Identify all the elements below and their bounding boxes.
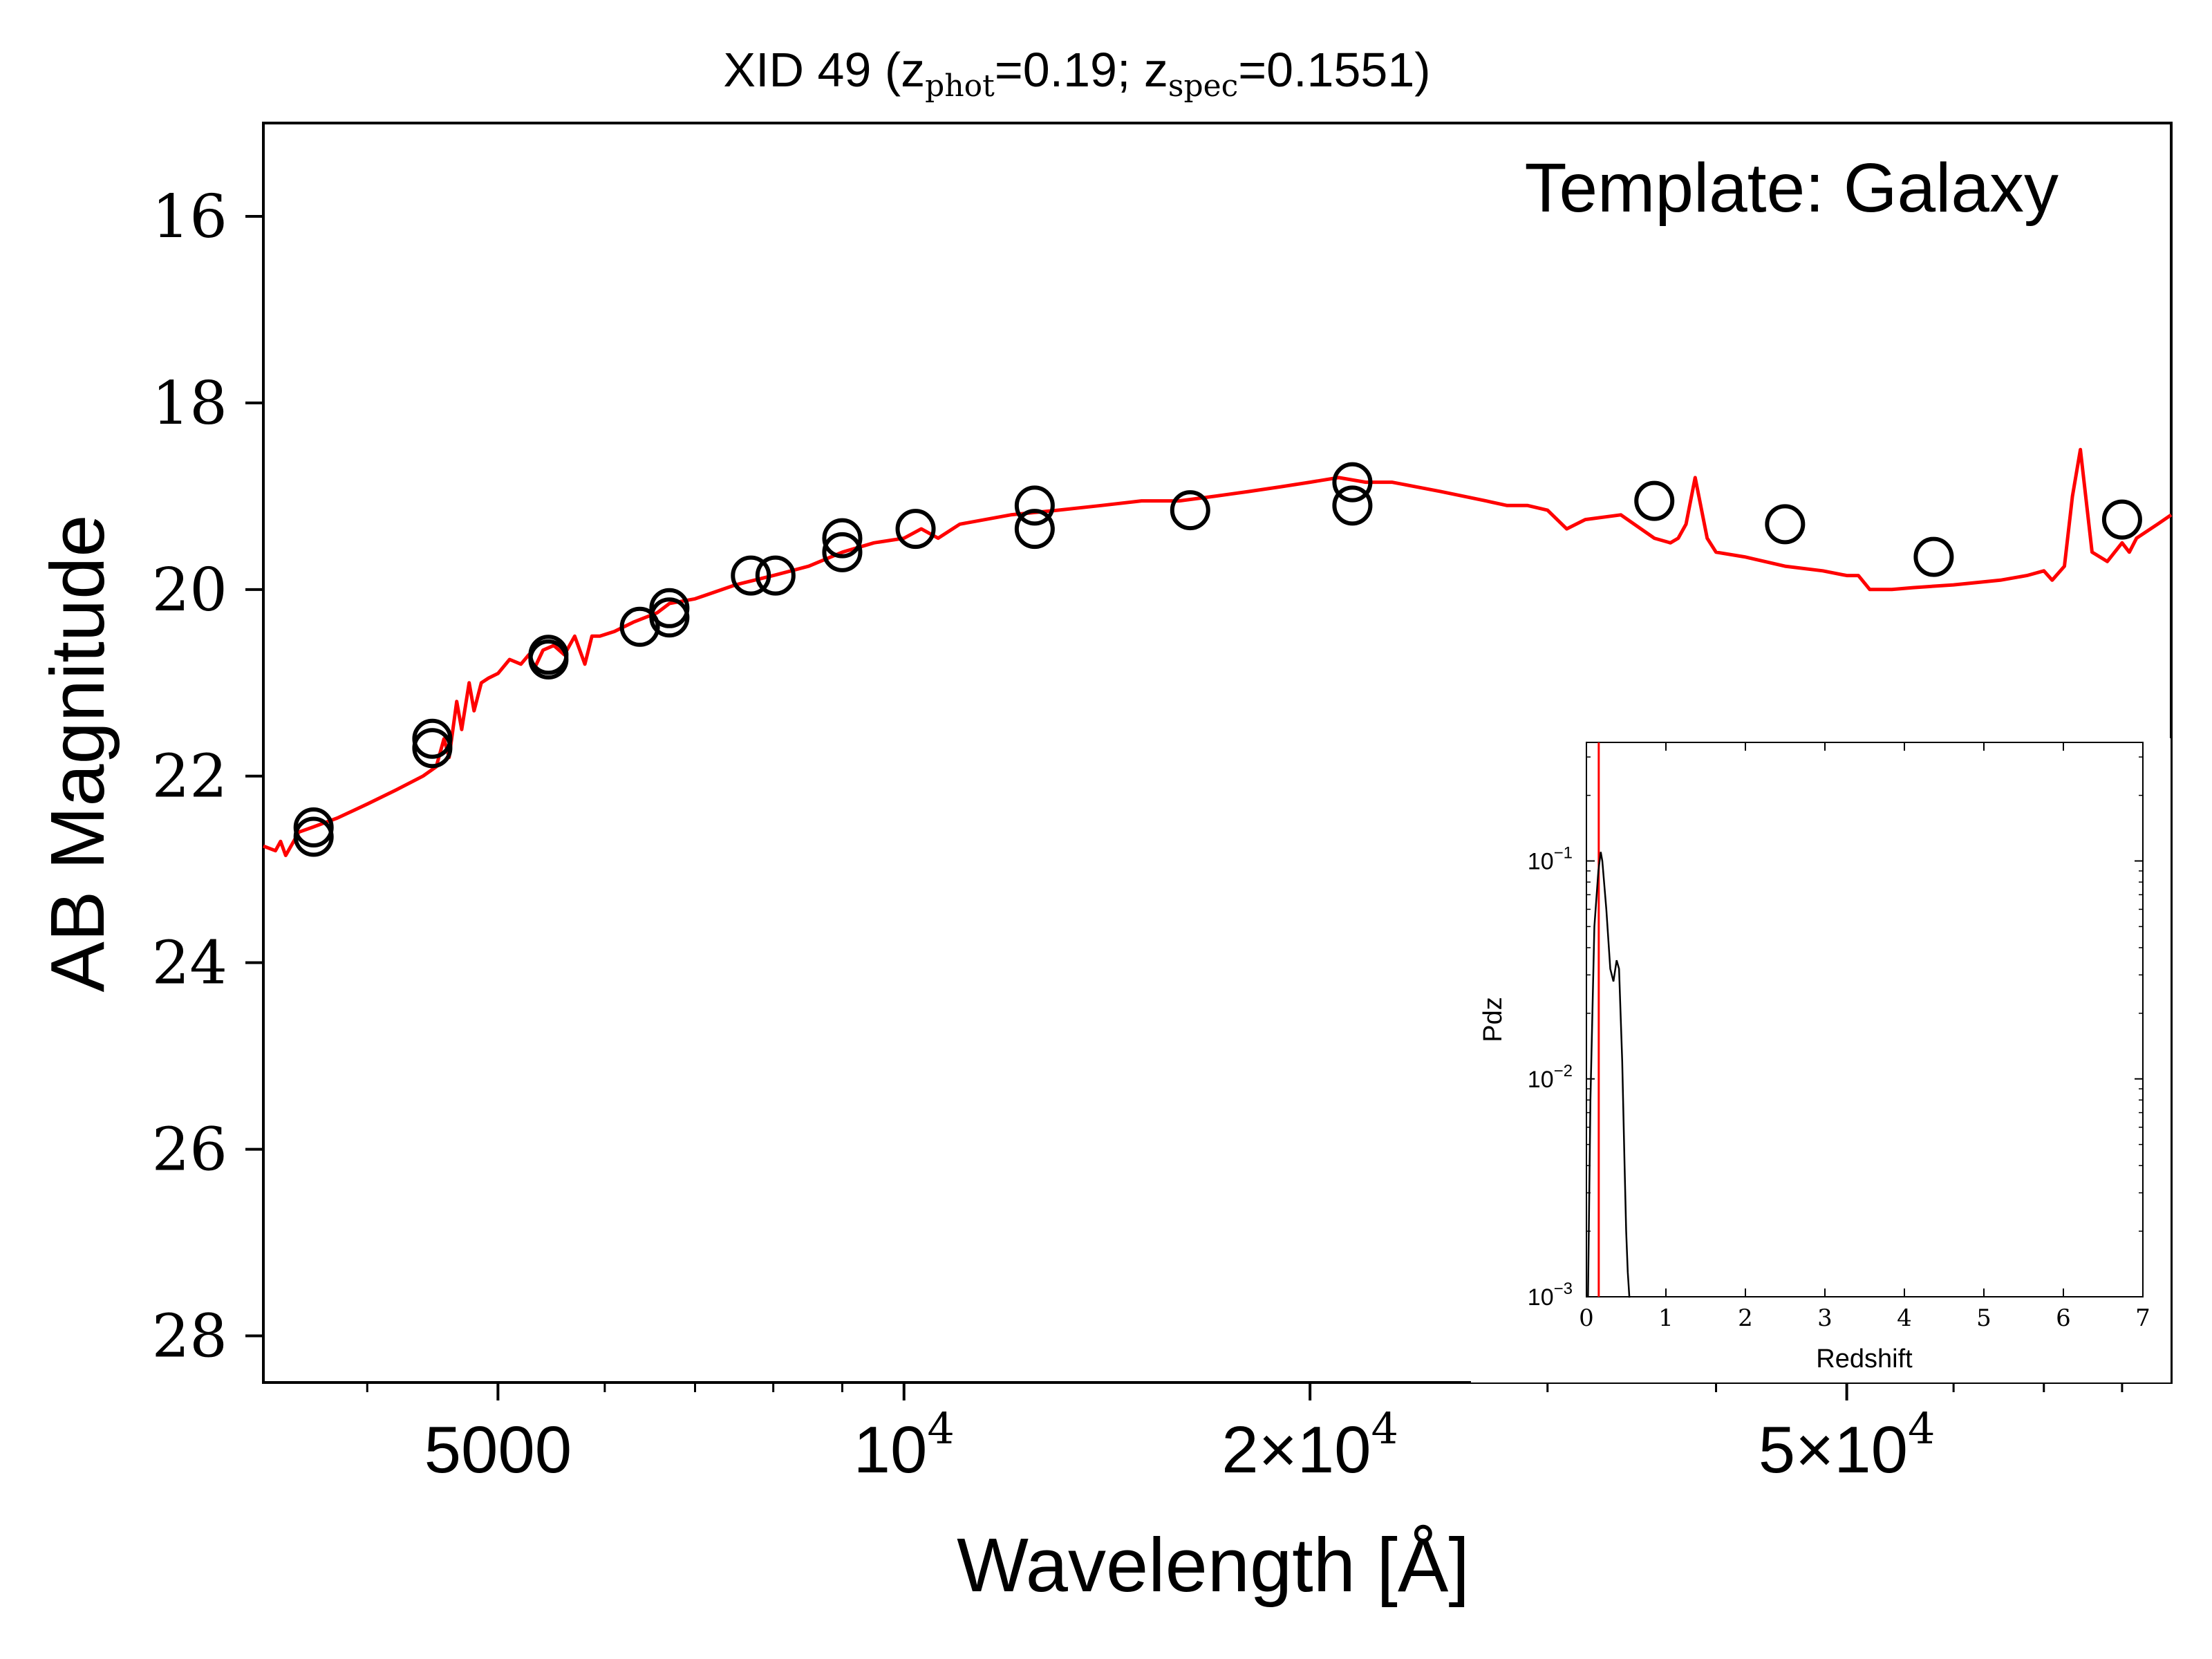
y-tick-label: 18 bbox=[152, 369, 227, 438]
chart-title: XID 49 (zphot=0.19; zspec=0.1551) bbox=[723, 43, 1430, 104]
inset-x-tick-label: 6 bbox=[2056, 1304, 2071, 1332]
inset-y-tick-label: 10−1 bbox=[1528, 844, 1573, 875]
inset-x-tick-label: 0 bbox=[1579, 1304, 1594, 1332]
y-tick-label: 24 bbox=[152, 929, 227, 998]
inset-x-tick-label: 7 bbox=[2135, 1304, 2150, 1332]
title-middle: =0.19; z bbox=[995, 43, 1168, 97]
photometry-point bbox=[2101, 499, 2142, 540]
photometry-point bbox=[293, 807, 334, 847]
x-tick-label: 2×104 bbox=[1221, 1403, 1398, 1487]
title-sub-phot: phot bbox=[925, 68, 995, 104]
y-tick-label: 22 bbox=[152, 742, 227, 812]
y-tick-label: 26 bbox=[152, 1116, 227, 1185]
photometry-point bbox=[822, 518, 863, 559]
photometry-point bbox=[731, 555, 771, 596]
photometry-point bbox=[895, 509, 936, 550]
inset-y-tick-label: 10−2 bbox=[1528, 1062, 1573, 1093]
photometry-point bbox=[1170, 490, 1210, 531]
template-spectrum bbox=[263, 447, 2173, 857]
main-plot-frame bbox=[262, 122, 2173, 1384]
title-suffix: =0.1551) bbox=[1238, 43, 1430, 97]
photometry-point bbox=[1332, 462, 1373, 503]
x-tick-label: 104 bbox=[854, 1403, 955, 1487]
template-spectrum-line bbox=[263, 447, 2173, 857]
inset-plot-frame bbox=[1586, 742, 2144, 1297]
photometry-point bbox=[619, 606, 660, 647]
inset-x-tick-label: 1 bbox=[1658, 1304, 1674, 1332]
title-prefix: XID 49 (z bbox=[723, 43, 925, 97]
photometry-point bbox=[649, 588, 690, 628]
inset-x-label: Redshift bbox=[1816, 1344, 1913, 1374]
photometry-point bbox=[528, 639, 569, 680]
inset-y-label: Pdz bbox=[1479, 997, 1508, 1042]
inset-x-tick-label: 3 bbox=[1817, 1304, 1833, 1332]
y-axis-label: AB Magnitude bbox=[35, 515, 120, 993]
x-axis-label: Wavelength [Å] bbox=[957, 1523, 1470, 1608]
inset-y-tick-label: 10−3 bbox=[1528, 1280, 1573, 1311]
title-sub-spec: spec bbox=[1168, 68, 1238, 104]
photometry-point bbox=[293, 816, 334, 857]
photometry-point bbox=[1634, 480, 1675, 521]
inset-pdz-line bbox=[1587, 852, 1631, 1298]
photometry-point bbox=[1014, 485, 1055, 526]
photometry-point bbox=[1913, 536, 1954, 577]
template-annotation: Template: Galaxy bbox=[1524, 149, 2059, 227]
inset-pdz-curve bbox=[1587, 742, 1631, 1298]
photometry-point bbox=[649, 597, 690, 638]
photometry-point bbox=[412, 718, 453, 759]
x-tick-label: 5×104 bbox=[1759, 1403, 1936, 1487]
inset-x-tick-label: 4 bbox=[1897, 1304, 1912, 1332]
inset-x-tick-label: 5 bbox=[1976, 1304, 1991, 1332]
y-tick-label: 20 bbox=[152, 556, 227, 625]
photometry-point bbox=[755, 555, 796, 596]
x-tick-label: 5000 bbox=[424, 1413, 572, 1487]
y-tick-label: 16 bbox=[152, 182, 227, 252]
photometry-point bbox=[1332, 485, 1373, 526]
inset-axes-ticks: 0 1 2 3 4 5 6 7 10−1 10−2 10−3 bbox=[1528, 742, 2150, 1332]
photometry-point bbox=[1014, 509, 1055, 550]
photometry-point bbox=[412, 728, 453, 769]
photometry-point bbox=[1765, 504, 1806, 545]
inset-x-tick-label: 2 bbox=[1738, 1304, 1753, 1332]
observed-photometry bbox=[293, 462, 2142, 857]
y-tick-label: 28 bbox=[152, 1302, 227, 1371]
photometry-point bbox=[822, 532, 863, 572]
inset-background bbox=[1471, 738, 2171, 1382]
